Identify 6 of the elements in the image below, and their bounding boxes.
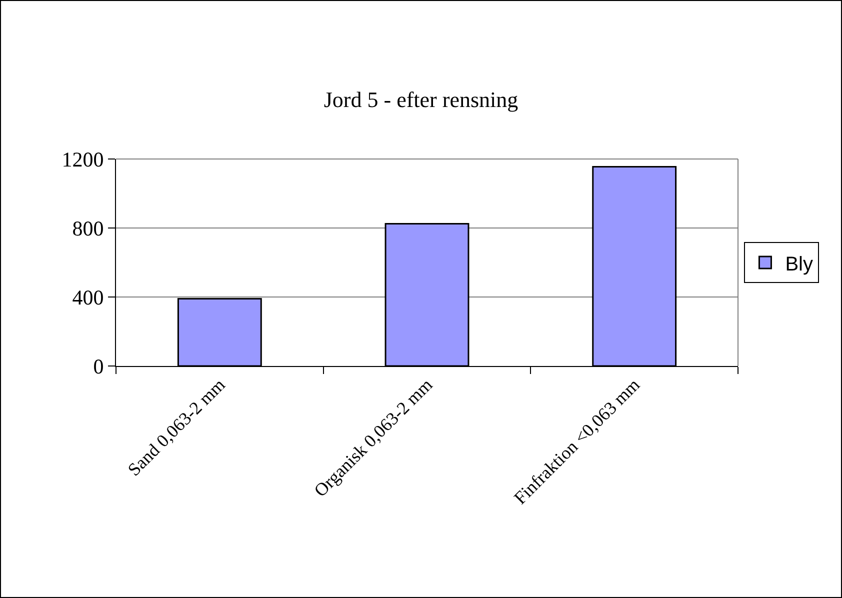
chart-title: Jord 5 - efter rensning bbox=[324, 87, 518, 112]
y-tick-label: 0 bbox=[93, 354, 104, 378]
y-tick-label: 800 bbox=[72, 216, 104, 240]
y-tick-label: 1200 bbox=[62, 147, 104, 172]
y-tick-label: 400 bbox=[72, 285, 104, 310]
legend-label: Bly bbox=[785, 253, 814, 276]
